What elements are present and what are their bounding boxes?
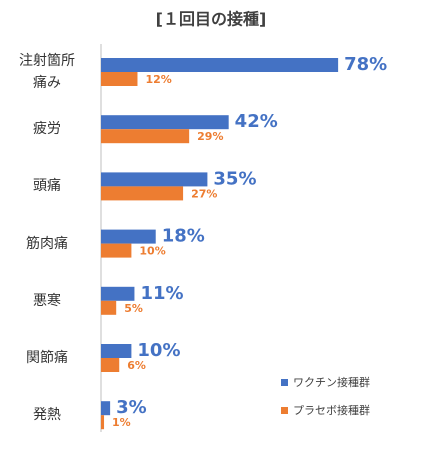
category-label: 発熱 (33, 407, 61, 424)
value-label: 29% (197, 130, 223, 143)
bar (101, 186, 184, 201)
value-label: 78% (344, 54, 387, 75)
value-label: 10% (137, 340, 180, 361)
bar (101, 72, 138, 86)
value-label: 1% (112, 416, 131, 429)
value-label: 12% (145, 73, 171, 86)
category-label: 関節痛 (26, 350, 68, 366)
bar (101, 358, 120, 372)
value-label: 6% (127, 359, 146, 372)
category-label: 疲労 (33, 121, 61, 138)
bar (101, 115, 229, 130)
bar (101, 129, 190, 144)
bar (101, 344, 132, 358)
value-label: 10% (139, 245, 165, 258)
value-label: 3% (116, 397, 147, 418)
bar (101, 401, 111, 416)
legend-label: プラセボ接種群 (293, 403, 370, 417)
value-label: 42% (235, 111, 278, 132)
legend-swatch (281, 407, 288, 414)
bar (101, 415, 105, 430)
category-label: 筋肉痛 (26, 235, 68, 252)
value-label: 27% (191, 187, 217, 200)
value-label: 18% (162, 226, 205, 247)
bar (101, 243, 132, 258)
legend-label: ワクチン接種群 (293, 375, 370, 389)
chart-title: [１回目の接種] (156, 10, 267, 29)
value-label: 5% (124, 302, 143, 315)
value-label: 35% (213, 168, 256, 189)
bar (101, 172, 208, 187)
bar (101, 229, 156, 244)
value-label: 11% (140, 283, 183, 304)
bar (101, 286, 135, 301)
category-label: 注射箇所痛み (19, 53, 75, 91)
bar (101, 300, 117, 315)
category-label: 頭痛 (33, 178, 61, 195)
legend-swatch (281, 379, 288, 386)
category-label: 悪寒 (33, 292, 61, 309)
bar (101, 58, 339, 72)
